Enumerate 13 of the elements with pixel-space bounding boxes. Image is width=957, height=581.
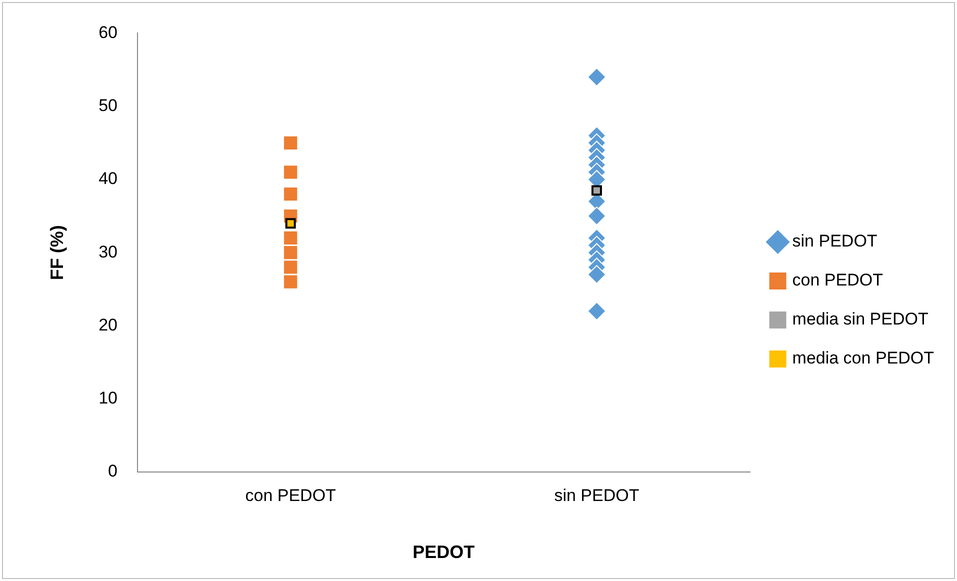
legend-label: sin PEDOT [792, 232, 878, 251]
y-tick-label: 50 [98, 96, 118, 116]
legend-label: con PEDOT [792, 270, 883, 290]
y-tick-label: 10 [98, 388, 118, 408]
y-tick-label: 0 [108, 462, 118, 481]
y-tick-label: 60 [98, 22, 118, 42]
y-tick-label: 20 [98, 315, 118, 334]
legend-label: media sin PEDOT [792, 310, 928, 329]
y-axis-title: FF (%) [46, 225, 67, 280]
x-axis-title: PEDOT [412, 542, 475, 562]
y-tick-label: 40 [98, 169, 118, 188]
legend-label: media con PEDOT [792, 348, 934, 368]
y-tick-label: 30 [98, 242, 118, 262]
